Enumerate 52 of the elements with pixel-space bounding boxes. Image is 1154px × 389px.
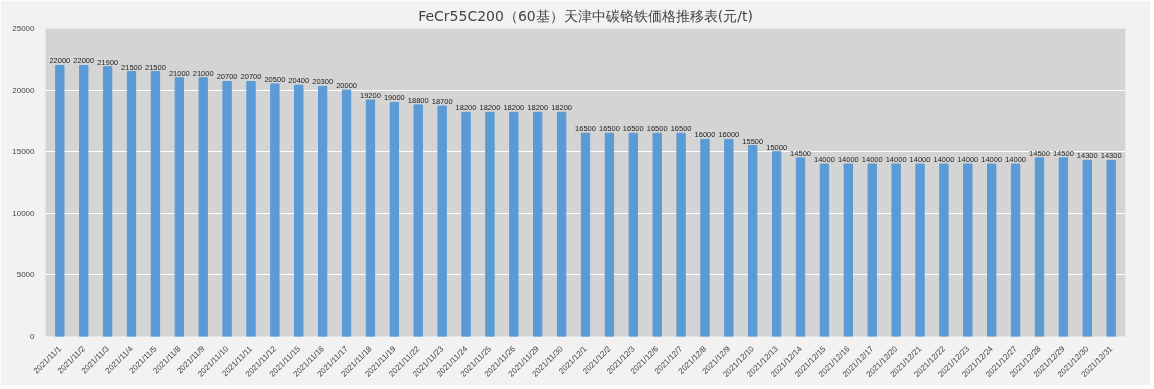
bar <box>843 163 854 337</box>
y-tick-label: 25000 <box>12 24 36 33</box>
bar <box>246 80 256 337</box>
bar <box>294 84 304 337</box>
bar <box>795 157 806 337</box>
bar <box>987 163 997 337</box>
bar <box>413 104 423 337</box>
bar <box>867 163 877 337</box>
bar <box>1058 157 1069 337</box>
bar <box>222 80 232 337</box>
bar <box>55 64 65 337</box>
bar <box>270 83 280 337</box>
bar <box>915 163 925 337</box>
bar <box>604 132 615 337</box>
bar <box>485 111 495 337</box>
bar <box>556 111 567 337</box>
bar <box>102 66 113 337</box>
bar <box>341 89 352 337</box>
bar <box>939 163 949 337</box>
bar <box>389 101 400 337</box>
chart-title: FeCr55C200（60基）天津中碳铬铁価格推移表(元/t) <box>418 7 753 24</box>
bar <box>724 138 734 337</box>
bar <box>676 132 686 337</box>
y-tick-label: 15000 <box>12 147 36 157</box>
bar <box>461 111 471 337</box>
bar <box>700 138 710 337</box>
bar <box>628 132 638 337</box>
bar <box>509 111 519 337</box>
bar <box>748 145 758 337</box>
bar <box>1034 157 1045 337</box>
y-tick-label: 10000 <box>12 208 36 218</box>
bar <box>1010 163 1021 337</box>
bar <box>652 132 662 337</box>
bar <box>819 163 830 337</box>
bar <box>317 85 328 337</box>
y-tick-label: 0 <box>30 332 36 341</box>
bar <box>1106 159 1116 337</box>
bar <box>79 64 89 337</box>
bar <box>771 151 782 337</box>
bar <box>533 111 543 337</box>
bar <box>198 77 208 337</box>
bar <box>580 132 591 337</box>
y-tick-label: 20000 <box>12 85 36 95</box>
bar <box>891 163 901 337</box>
y-tick-label: 5000 <box>16 270 36 280</box>
bar <box>963 163 973 337</box>
bar <box>174 77 184 337</box>
bar <box>437 105 447 337</box>
bar <box>126 71 137 337</box>
bar <box>150 71 161 337</box>
bar <box>1082 159 1092 337</box>
bar <box>365 99 376 337</box>
